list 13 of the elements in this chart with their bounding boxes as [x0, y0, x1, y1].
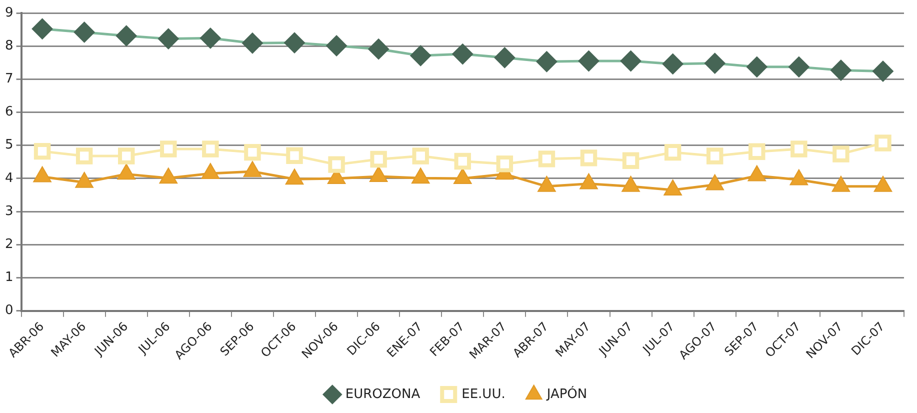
legend-label: EUROZONA — [345, 386, 420, 402]
y-tick-label: 4 — [4, 170, 14, 186]
y-tick-label: 9 — [4, 5, 14, 20]
y-tick-label: 1 — [4, 270, 14, 286]
y-tick-label: 8 — [4, 38, 14, 54]
y-tick-label: 2 — [4, 237, 14, 252]
y-tick-label: 7 — [4, 72, 14, 87]
y-tick-label: 5 — [4, 138, 14, 153]
y-tick-label: 3 — [4, 204, 14, 219]
y-tick-label: 0 — [4, 303, 14, 318]
y-tick-label: 6 — [4, 104, 14, 120]
legend-label: JAPÓN — [546, 384, 588, 402]
legend-label: EE.UU. — [462, 386, 506, 402]
